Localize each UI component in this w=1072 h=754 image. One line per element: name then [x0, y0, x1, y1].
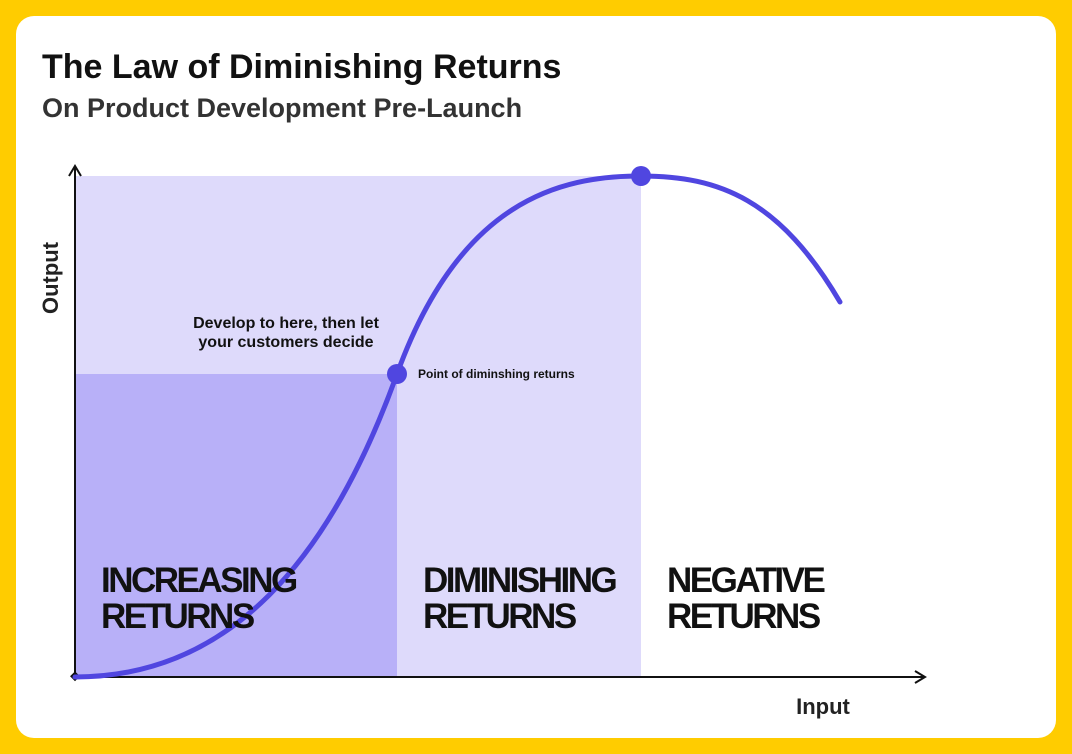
region-label: INCREASING: [101, 561, 297, 600]
title: The Law of Diminishing Returns: [42, 48, 561, 86]
region-label: RETURNS: [101, 597, 254, 636]
point-annotation: Point of diminshing returns: [418, 367, 575, 381]
x-axis-label: Input: [796, 694, 850, 719]
curve: [72, 173, 843, 680]
annotation: your customers decide: [198, 334, 373, 351]
x-arrow: [914, 670, 927, 684]
region-label: RETURNS: [667, 597, 820, 636]
diminishing-point: [387, 364, 407, 384]
region-label: RETURNS: [423, 597, 576, 636]
peak-point: [631, 166, 651, 186]
annotation: Develop to here, then let: [193, 315, 379, 332]
region-label: NEGATIVE: [667, 561, 824, 600]
y-axis-label: Output: [38, 241, 63, 314]
axes: [68, 164, 927, 684]
subtitle: On Product Development Pre-Launch: [42, 93, 522, 123]
region-label: DIMINISHING: [423, 561, 617, 600]
y-arrow: [68, 164, 82, 177]
